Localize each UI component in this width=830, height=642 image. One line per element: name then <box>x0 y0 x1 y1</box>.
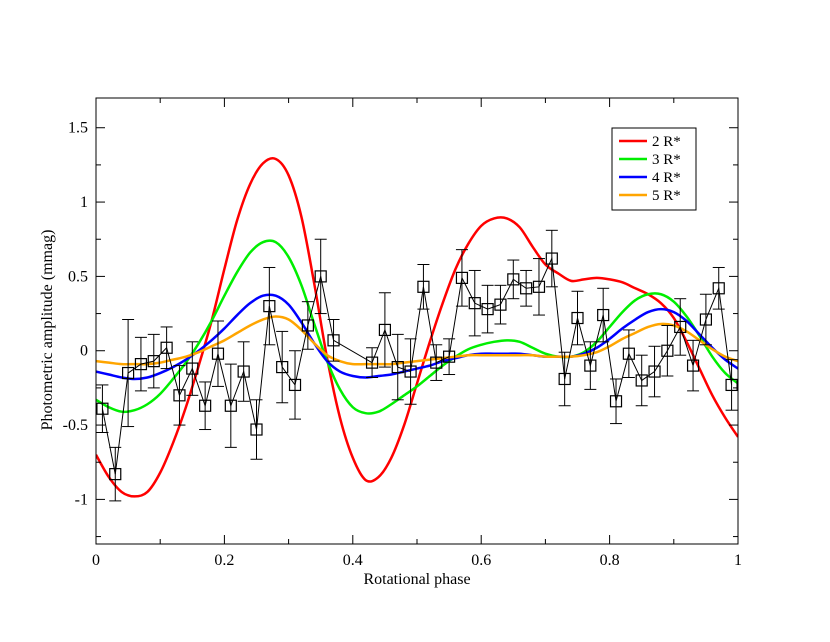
data-point <box>417 280 430 293</box>
data-point <box>725 378 738 392</box>
x-axis-label: Rotational phase <box>363 571 470 588</box>
data-point <box>443 350 456 363</box>
data-point <box>263 300 276 313</box>
legend: 2 R* 3 R* 4 R* 5 R* <box>611 127 697 211</box>
legend-label: 4 R* <box>652 170 681 186</box>
data-point <box>430 356 443 369</box>
y-tick-label: 1.5 <box>68 120 88 137</box>
data-point <box>622 347 635 360</box>
data-point <box>96 402 109 415</box>
axes-layer: 0 0.2 0.4 0.6 0.8 1 -1 -0.5 0 0.5 1 1.5 <box>63 97 742 569</box>
y-tick-label: 1 <box>80 194 88 211</box>
x-tick-label: 1 <box>734 552 742 569</box>
data-point <box>224 399 237 412</box>
data-point <box>661 344 674 357</box>
y-tick-label: -1 <box>75 491 88 508</box>
y-tick-label: 0.5 <box>68 268 88 285</box>
data-point <box>558 372 571 386</box>
data-point <box>455 271 469 284</box>
data-point <box>160 341 173 354</box>
data-point <box>288 378 302 392</box>
legend-label: 2 R* <box>652 134 681 150</box>
data-point <box>494 298 507 311</box>
data-point <box>378 323 391 337</box>
data-point <box>648 365 661 378</box>
x-tick-label: 0 <box>92 552 100 569</box>
data-point <box>404 365 417 378</box>
x-tick-label: 0.6 <box>471 552 491 569</box>
series-line-5r <box>96 315 738 366</box>
data-point <box>712 282 725 295</box>
data-point <box>314 270 327 283</box>
y-tick-label: -0.5 <box>63 417 88 434</box>
y-tick-label: 0 <box>80 343 88 360</box>
data-point <box>327 334 340 347</box>
data-point <box>365 356 379 369</box>
data-point <box>532 280 546 293</box>
data-point <box>481 303 494 316</box>
data-point <box>199 399 212 412</box>
x-tick-label: 0.2 <box>214 552 234 569</box>
data-point <box>609 395 623 408</box>
data-point <box>276 360 289 374</box>
legend-label: 5 R* <box>652 188 681 204</box>
legend-box <box>611 127 697 211</box>
observed-data-layer <box>96 229 738 502</box>
data-point <box>391 360 404 374</box>
data-point <box>597 308 610 322</box>
x-tick-label: 0.8 <box>600 552 620 569</box>
data-point <box>121 366 135 380</box>
x-tick-label: 0.4 <box>343 552 363 569</box>
data-point <box>173 389 186 402</box>
data-point <box>686 359 700 372</box>
series-line-3r <box>96 239 738 415</box>
series-line-4r <box>96 293 738 381</box>
data-point <box>545 252 558 265</box>
data-point <box>211 347 225 360</box>
data-point <box>468 297 481 310</box>
data-point <box>147 355 160 368</box>
data-point <box>584 359 597 372</box>
data-point <box>109 468 122 481</box>
data-point <box>571 311 584 325</box>
data-point <box>699 313 713 326</box>
observed-line <box>101 256 733 475</box>
data-point <box>520 282 533 295</box>
data-point <box>301 319 314 332</box>
data-point <box>237 365 250 378</box>
series-layer <box>96 156 738 498</box>
data-point <box>134 358 148 371</box>
legend-label: 3 R* <box>652 152 681 168</box>
data-point <box>635 374 648 387</box>
y-axis-label: Photometric amplitude (mmag) <box>39 230 56 431</box>
data-point <box>507 273 520 286</box>
data-point <box>186 362 199 375</box>
data-point <box>674 320 687 334</box>
data-point <box>250 423 263 436</box>
